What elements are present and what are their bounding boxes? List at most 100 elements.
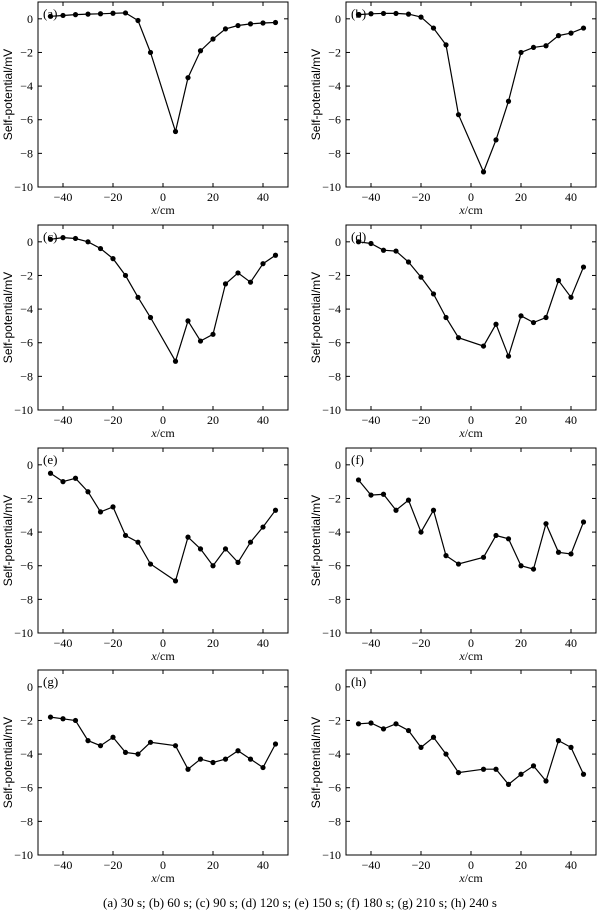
x-tick-label: 0 — [160, 190, 166, 204]
y-tick-label: −4 — [20, 302, 33, 316]
y-axis-label: Self-potential/mV — [309, 272, 323, 363]
data-point — [355, 477, 362, 483]
y-tick-label: −10 — [322, 626, 341, 640]
x-tick-label: 40 — [565, 413, 577, 427]
data-point — [135, 17, 141, 24]
x-axis-variable: x — [458, 649, 465, 663]
data-point — [147, 561, 154, 567]
x-tick-label: −40 — [362, 858, 381, 872]
x-tick-label: −40 — [362, 190, 381, 204]
data-point — [185, 534, 191, 540]
y-tick-label: −10 — [14, 626, 33, 640]
x-tick-label: 20 — [515, 190, 527, 204]
data-point — [568, 30, 574, 36]
x-axis-label: x/cm — [458, 871, 483, 885]
data-point — [393, 248, 399, 254]
y-tick-label: −8 — [20, 146, 33, 160]
y-tick-label: −6 — [20, 336, 33, 350]
y-axis-label: Self-potential/mV — [309, 49, 323, 140]
y-tick-label: −2 — [328, 268, 341, 282]
x-axis-variable: x — [150, 871, 157, 885]
data-point — [543, 778, 549, 784]
data-point — [380, 247, 387, 253]
data-point — [493, 321, 499, 327]
y-tick-label: −6 — [20, 113, 33, 127]
x-axis-label: x/cm — [458, 203, 483, 217]
data-point — [555, 549, 562, 555]
data-point — [355, 721, 362, 727]
y-tick-label: 0 — [27, 235, 33, 249]
y-tick-label: −4 — [328, 525, 341, 539]
data-point — [122, 272, 129, 279]
plot-frame — [345, 669, 597, 856]
y-tick-label: −2 — [328, 45, 341, 59]
x-tick-label: 0 — [160, 636, 166, 650]
x-tick-label: 20 — [515, 636, 527, 650]
x-tick-label: 40 — [257, 413, 269, 427]
y-tick-label: 0 — [27, 458, 33, 472]
x-tick-label: 0 — [468, 190, 474, 204]
x-axis-unit: /cm — [157, 649, 176, 663]
data-point — [247, 539, 254, 545]
data-point — [443, 553, 449, 559]
x-tick-label: −40 — [362, 636, 381, 650]
y-tick-label: −6 — [328, 336, 341, 350]
y-tick-label: −10 — [14, 403, 33, 417]
data-point — [443, 751, 449, 757]
data-point — [97, 11, 104, 17]
x-tick-label: −40 — [54, 413, 73, 427]
y-tick-label: −2 — [20, 45, 33, 59]
data-point — [147, 49, 154, 56]
x-tick-label: 0 — [160, 858, 166, 872]
y-axis-label: Self-potential/mV — [1, 49, 15, 140]
series-line — [50, 12, 276, 134]
data-point — [480, 766, 487, 772]
x-tick-label: −20 — [104, 190, 123, 204]
panel-label: (d) — [351, 229, 366, 244]
data-point — [530, 319, 537, 326]
x-tick-label: −20 — [104, 413, 123, 427]
series-line — [358, 722, 585, 786]
y-tick-label: 0 — [335, 235, 341, 249]
data-point — [72, 12, 79, 18]
x-axis-label: x/cm — [150, 649, 175, 663]
data-point — [47, 13, 54, 19]
data-point — [555, 738, 562, 744]
data-point — [272, 741, 279, 747]
data-point — [272, 19, 279, 26]
data-point — [147, 739, 154, 745]
plot-frame — [37, 224, 289, 411]
panel-label: (g) — [43, 674, 58, 689]
data-point — [110, 256, 116, 262]
data-point — [60, 12, 66, 19]
x-tick-label: −20 — [412, 636, 431, 650]
x-axis-unit: /cm — [465, 203, 484, 217]
y-tick-label: −8 — [328, 592, 341, 606]
data-point — [430, 734, 437, 740]
data-point — [185, 318, 191, 324]
data-point — [530, 44, 537, 51]
data-point — [122, 10, 129, 16]
chart-panel-f: 0 −2 −4 −6 −8 −10 −40 −20 0 20 40 (f) x/cm Self-poten… — [309, 447, 597, 663]
data-point — [430, 25, 437, 31]
y-tick-label: −2 — [328, 491, 341, 505]
x-tick-label: −20 — [412, 858, 431, 872]
data-point — [122, 749, 129, 756]
data-point — [210, 36, 216, 42]
x-tick-label: 40 — [257, 636, 269, 650]
x-tick-label: −20 — [412, 413, 431, 427]
x-tick-label: 0 — [160, 413, 166, 427]
x-tick-label: 40 — [565, 858, 577, 872]
data-point — [455, 335, 462, 341]
data-point — [272, 507, 279, 513]
y-tick-label: −2 — [328, 713, 341, 727]
y-tick-label: −4 — [20, 79, 33, 93]
x-axis-unit: /cm — [465, 426, 484, 440]
data-point — [543, 43, 549, 49]
data-point — [135, 751, 141, 757]
series-line — [358, 12, 584, 174]
x-tick-label: 40 — [565, 636, 577, 650]
panel-label: (e) — [43, 452, 57, 467]
data-point — [455, 769, 462, 776]
data-point — [368, 720, 374, 726]
